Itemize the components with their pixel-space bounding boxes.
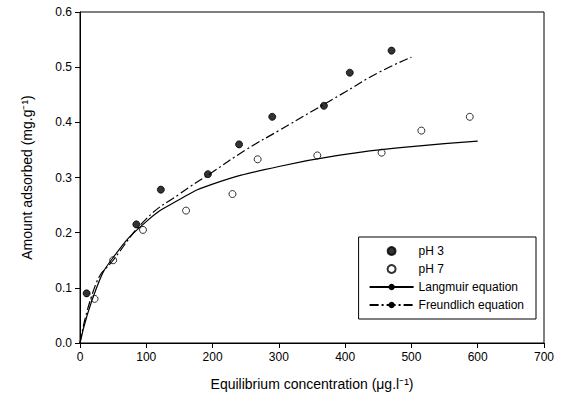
svg-text:300: 300: [269, 350, 289, 364]
svg-text:0.3: 0.3: [55, 171, 72, 185]
svg-text:0.2: 0.2: [55, 226, 72, 240]
svg-text:100: 100: [136, 350, 156, 364]
svg-text:700: 700: [534, 350, 554, 364]
svg-text:200: 200: [203, 350, 223, 364]
svg-text:400: 400: [335, 350, 355, 364]
svg-text:0.6: 0.6: [55, 5, 72, 19]
svg-text:0.1: 0.1: [55, 281, 72, 295]
svg-text:Freundlich equation: Freundlich equation: [419, 298, 524, 312]
svg-text:0.5: 0.5: [55, 60, 72, 74]
svg-text:0: 0: [77, 350, 84, 364]
svg-text:pH 7: pH 7: [419, 262, 445, 276]
svg-text:600: 600: [468, 350, 488, 364]
svg-text:0.0: 0.0: [55, 336, 72, 350]
svg-text:0.4: 0.4: [55, 115, 72, 129]
svg-text:Langmuir equation: Langmuir equation: [419, 280, 518, 294]
svg-text:500: 500: [401, 350, 421, 364]
svg-text:pH 3: pH 3: [419, 244, 445, 258]
svg-text:Equilibrium concentration (μg.: Equilibrium concentration (μg.l⁻¹): [211, 376, 414, 392]
svg-text:Amount adsorbed (mg.g⁻¹): Amount adsorbed (mg.g⁻¹): [19, 95, 35, 260]
